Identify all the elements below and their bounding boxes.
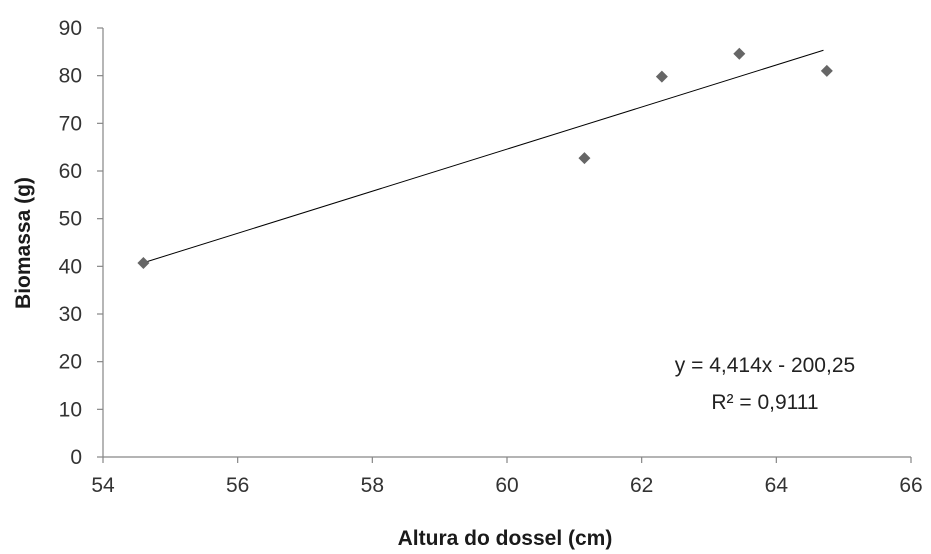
data-point (655, 70, 668, 83)
y-tick-label: 90 (59, 17, 82, 40)
trendline-equation: y = 4,414x - 200,25 (675, 354, 855, 377)
trendline (143, 49, 824, 264)
y-tick-label: 30 (59, 303, 82, 326)
x-tick-label: 54 (91, 474, 115, 497)
x-ticks: 54 56 58 60 62 64 66 (91, 457, 923, 497)
x-axis-title: Altura do dossel (cm) (398, 527, 613, 550)
y-tick-label: 0 (70, 446, 82, 469)
y-tick-label: 10 (59, 398, 82, 421)
y-tick-label: 80 (59, 65, 82, 88)
data-point (578, 152, 591, 165)
x-tick-label: 64 (765, 474, 789, 497)
y-tick-label: 20 (59, 351, 82, 374)
data-point (733, 47, 746, 60)
data-points (137, 47, 833, 269)
y-tick-label: 40 (59, 255, 82, 278)
y-ticks: 0 10 20 30 40 50 60 70 80 90 (59, 17, 103, 469)
data-point (820, 64, 833, 77)
y-tick-label: 70 (59, 112, 82, 135)
y-tick-label: 60 (59, 160, 82, 183)
data-point (137, 256, 150, 269)
x-tick-label: 62 (630, 474, 653, 497)
y-axis-title: Biomassa (g) (12, 177, 35, 309)
r-squared-label: R² = 0,9111 (711, 391, 818, 414)
x-tick-label: 56 (226, 474, 249, 497)
x-tick-label: 58 (361, 474, 384, 497)
x-tick-label: 66 (899, 474, 922, 497)
x-tick-label: 60 (495, 474, 518, 497)
y-tick-label: 50 (59, 208, 82, 231)
